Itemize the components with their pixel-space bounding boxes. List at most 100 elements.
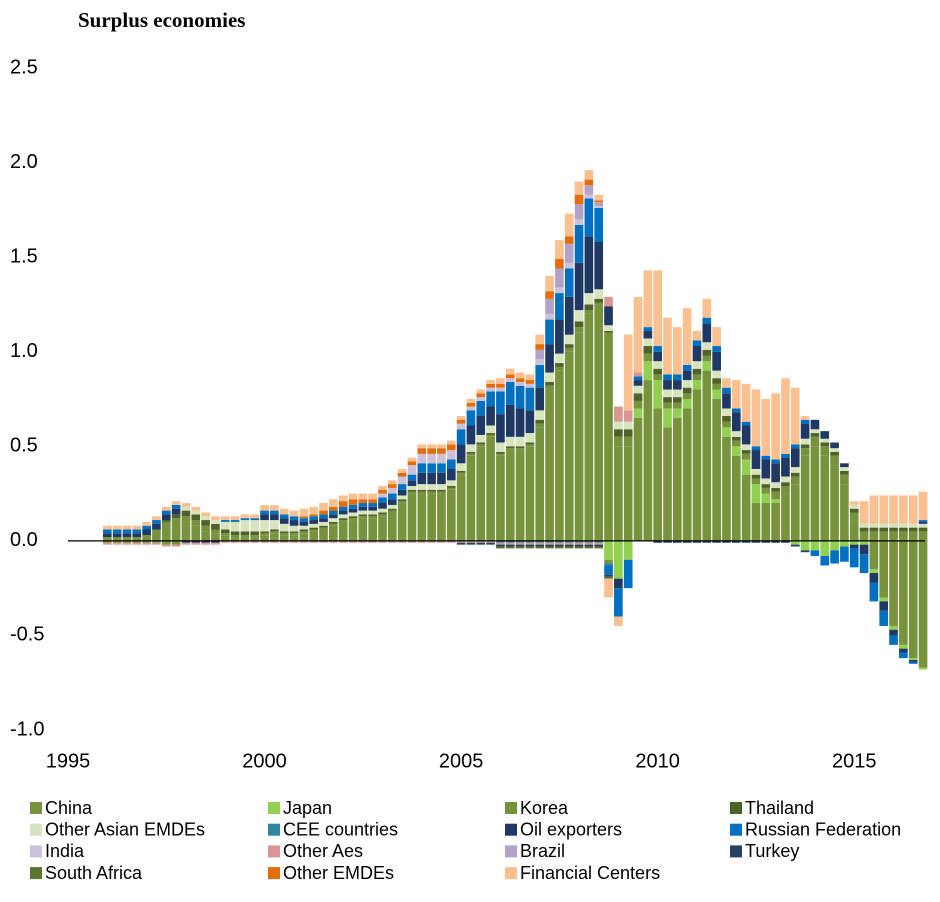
bar-segment: [535, 427, 545, 541]
bar-segment: [358, 514, 368, 517]
bar-segment: [614, 588, 623, 617]
bar-segment: [142, 535, 151, 541]
bar-segment: [574, 310, 584, 322]
bar-segment: [771, 459, 780, 464]
bar-segment: [329, 510, 338, 515]
bar-segment: [633, 380, 643, 386]
bar-segment: [397, 495, 407, 500]
bar-segment: [751, 446, 761, 451]
bar-segment: [653, 540, 663, 543]
bar-segment: [260, 510, 269, 515]
bar-segment: [417, 493, 427, 541]
bar-segment: [112, 533, 122, 538]
bar-segment: [319, 529, 328, 541]
bar-segment: [387, 499, 397, 505]
bar-segment: [761, 478, 771, 485]
bar-segment: [437, 444, 446, 449]
bar-segment: [535, 334, 545, 345]
bar-segment: [555, 540, 564, 543]
bar-segment: [840, 467, 849, 471]
bar-segment: [525, 540, 535, 543]
bar-segment: [761, 484, 771, 488]
bar-segment: [594, 542, 604, 545]
bar-segment: [260, 531, 269, 534]
bar-segment: [879, 495, 889, 524]
legend-swatch: [505, 845, 517, 858]
bar-segment: [692, 330, 702, 341]
bar-segment: [181, 540, 191, 543]
legend-swatch: [505, 823, 517, 836]
bar-segment: [663, 408, 672, 428]
bar-segment: [319, 527, 328, 530]
y-tick-label: 2.0: [10, 151, 38, 173]
bar-segment: [427, 493, 436, 541]
bar-segment: [378, 540, 387, 543]
bar-segment: [564, 347, 574, 352]
bar-segment: [446, 459, 456, 469]
bar-segment: [289, 540, 299, 543]
bar-segment: [289, 516, 299, 521]
bar-segment: [663, 397, 672, 403]
bar-segment: [525, 433, 535, 443]
bar-segment: [456, 444, 466, 464]
bar-segment: [761, 493, 771, 504]
bar-segment: [161, 544, 171, 547]
bar-segment: [211, 523, 220, 530]
bar-segment: [368, 499, 377, 504]
bar-segment: [515, 544, 525, 547]
bar-segment: [191, 514, 201, 521]
bar-segment: [564, 296, 574, 335]
bar-segment: [230, 516, 240, 521]
bar-segment: [299, 525, 309, 530]
bar-segment: [584, 185, 594, 195]
bar-segment: [496, 442, 505, 452]
bar-segment: [368, 503, 377, 507]
bar-segment: [899, 644, 908, 649]
bar-segment: [594, 242, 604, 290]
bar-segment: [211, 533, 220, 541]
bar-segment: [201, 531, 210, 541]
bar-segment: [614, 446, 623, 541]
bar-segment: [663, 389, 672, 398]
bar-segment: [446, 487, 456, 490]
bar-segment: [446, 468, 456, 481]
bar-segment: [800, 419, 810, 424]
bar-segment: [515, 385, 525, 409]
bar-segment: [633, 376, 643, 381]
bar-segment: [525, 444, 535, 447]
bar-segment: [368, 493, 377, 500]
bar-segment: [417, 453, 427, 464]
bar-segment: [584, 542, 594, 545]
bar-segment: [653, 380, 663, 409]
bar-segment: [319, 503, 328, 511]
bar-segment: [584, 540, 594, 543]
bar-segment: [525, 446, 535, 541]
bar-segment: [152, 516, 161, 521]
bar-segment: [555, 319, 564, 354]
bar-segment: [594, 200, 604, 203]
bar-segment: [142, 540, 151, 543]
bar-segment: [505, 381, 515, 405]
bar-segment: [378, 493, 387, 498]
bar-segment: [319, 514, 328, 519]
bar-segment: [181, 506, 191, 511]
bar-segment: [437, 540, 446, 543]
bar-segment: [437, 489, 446, 492]
bar-segment: [397, 468, 407, 473]
bar-segment: [112, 542, 122, 545]
bar-segment: [673, 408, 682, 418]
bar-segment: [279, 531, 289, 534]
bar-segment: [623, 334, 633, 411]
bar-segment: [368, 506, 377, 511]
bar-segment: [368, 510, 377, 515]
bar-segment: [574, 544, 584, 547]
bar-segment: [525, 383, 535, 388]
bar-segment: [270, 529, 279, 532]
bar-segment: [643, 361, 653, 381]
legend-label: Russian Federation: [745, 819, 901, 839]
bar-segment: [751, 450, 761, 469]
bar-segment: [889, 625, 898, 630]
bar-segment: [515, 546, 525, 549]
bar-segment: [466, 402, 476, 407]
